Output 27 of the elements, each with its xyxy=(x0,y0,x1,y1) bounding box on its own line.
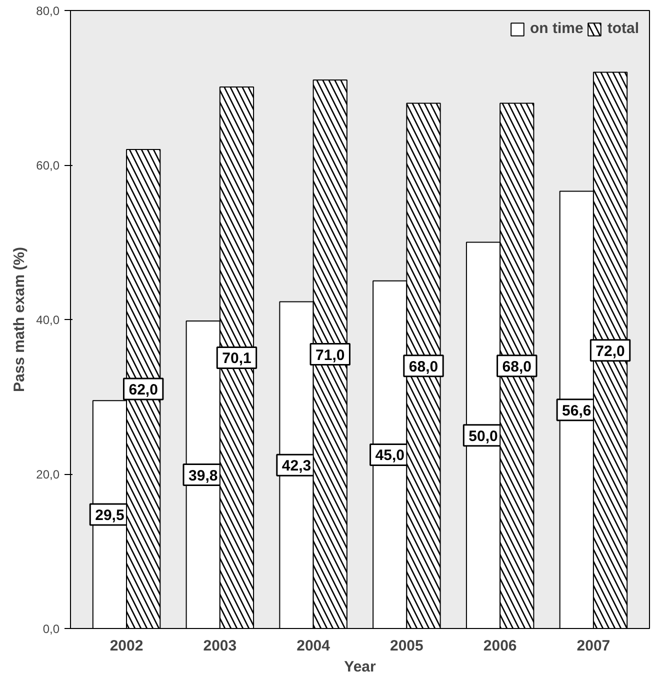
data-label: 72,0 xyxy=(596,342,625,360)
x-tick-label: 2004 xyxy=(296,638,331,654)
x-tick-label: 2002 xyxy=(110,638,144,654)
legend-label: total xyxy=(607,20,639,37)
y-tick-label: 20,0 xyxy=(36,468,60,482)
data-label: 50,0 xyxy=(468,428,498,445)
x-axis-title: Year xyxy=(344,658,376,676)
data-label: 56,6 xyxy=(562,402,592,420)
x-tick-label: 2003 xyxy=(203,638,237,654)
data-label: 71,0 xyxy=(316,346,345,364)
y-tick-label: 40,0 xyxy=(36,313,60,327)
y-tick-label: 0,0 xyxy=(42,622,60,636)
data-label: 68,0 xyxy=(408,358,438,376)
data-label: 39,8 xyxy=(188,467,218,484)
x-tick-label: 2007 xyxy=(576,638,610,654)
data-label: 62,0 xyxy=(128,382,158,399)
data-label: 42,3 xyxy=(282,458,312,475)
data-label: 70,1 xyxy=(222,350,252,368)
legend-label: on time xyxy=(530,20,584,37)
x-tick-label: 2006 xyxy=(483,638,517,654)
data-label: 45,0 xyxy=(375,447,404,464)
y-tick-label: 60,0 xyxy=(36,158,60,172)
x-tick-label: 2005 xyxy=(390,638,424,654)
y-axis-title: Pass math exam (%) xyxy=(11,246,28,392)
data-label: 29,5 xyxy=(95,507,124,524)
y-tick-label: 80,0 xyxy=(36,4,60,18)
data-label: 68,0 xyxy=(502,358,532,376)
